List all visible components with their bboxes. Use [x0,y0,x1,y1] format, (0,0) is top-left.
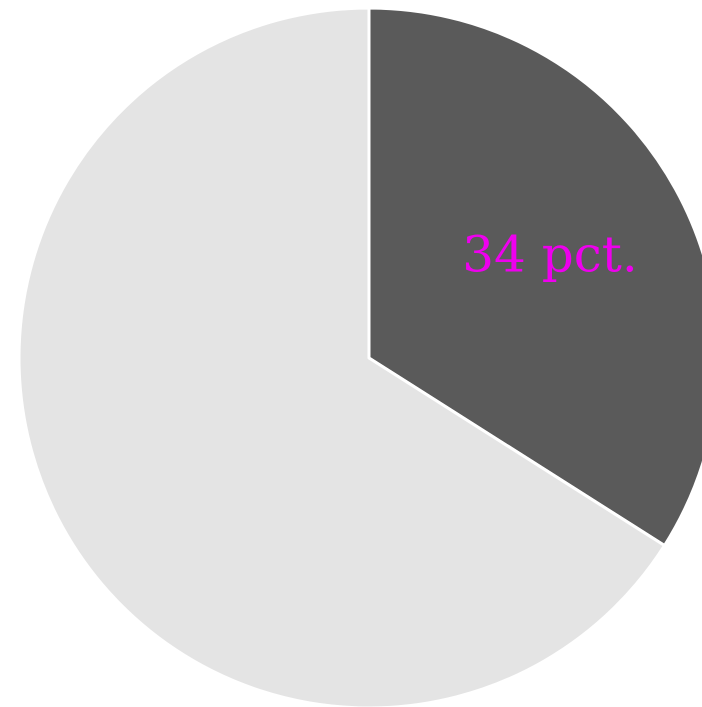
pie-labels: 34 pct. [462,226,638,284]
pie-slices [17,6,702,707]
pie-slice-label-1: 34 pct. [462,226,638,284]
pie-slice-2 [17,6,667,707]
pie-slice-1 [367,6,702,548]
